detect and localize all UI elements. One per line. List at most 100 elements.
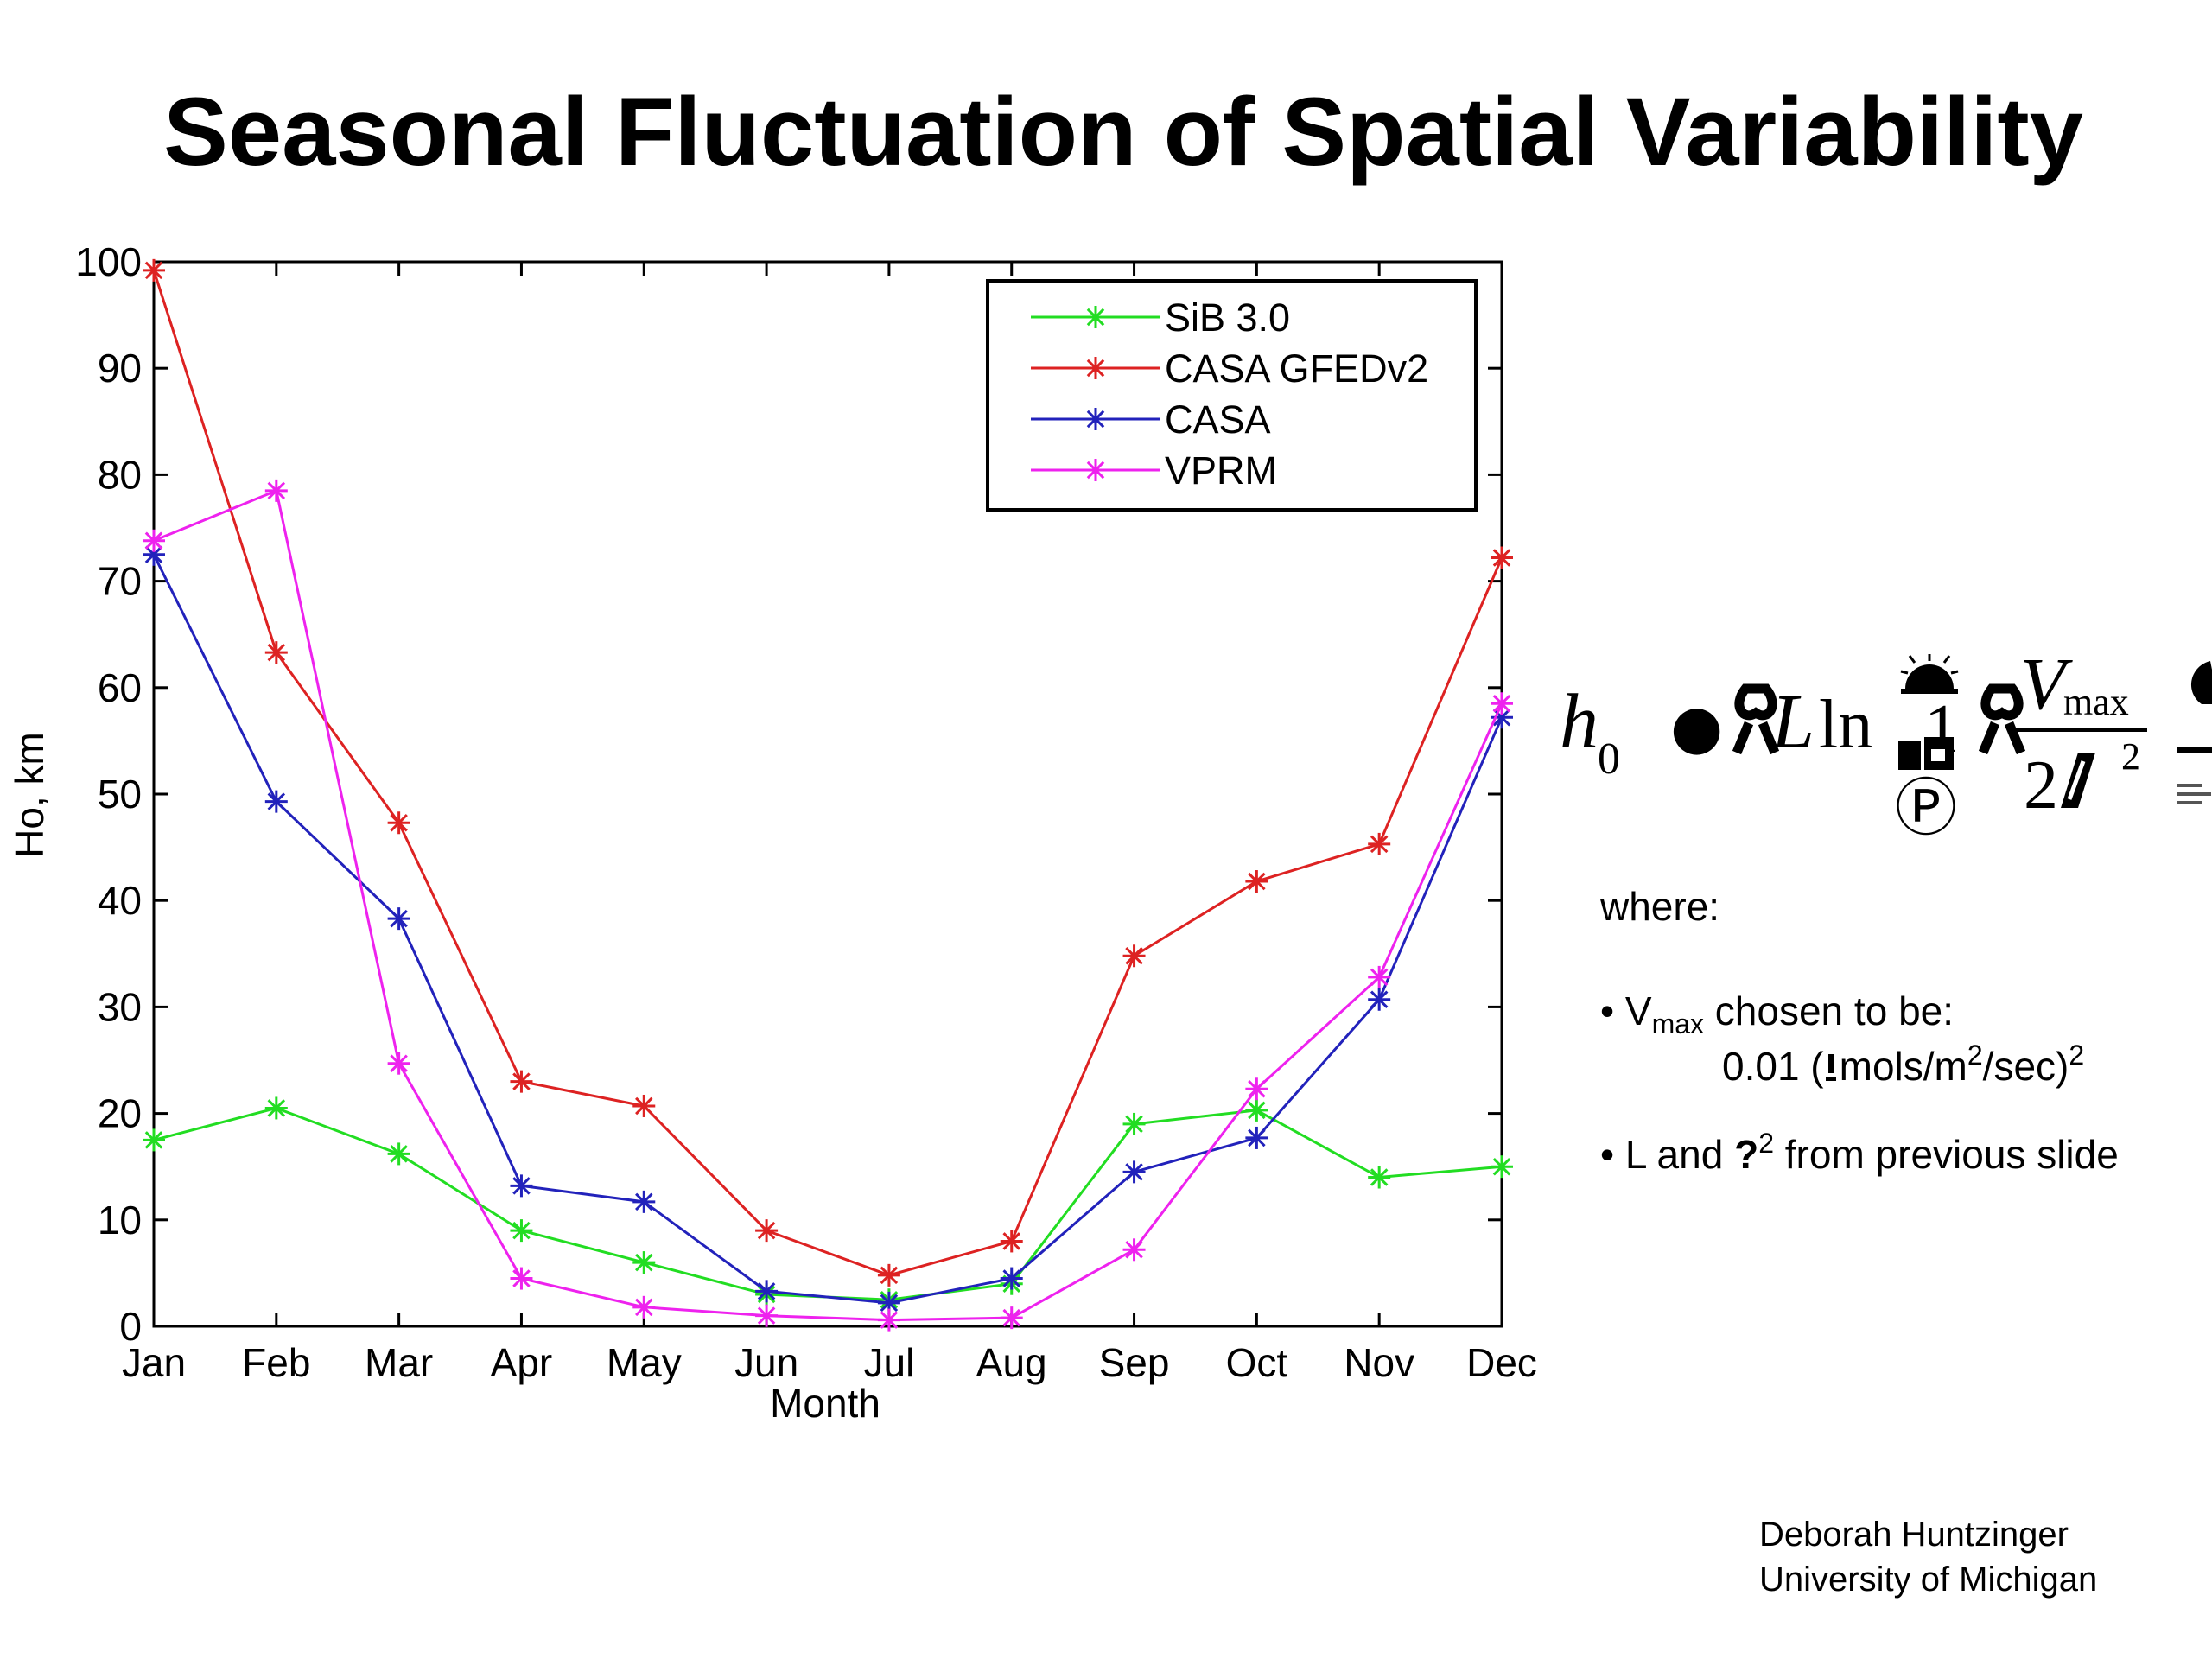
l-bullet-suffix: from previous slide	[1773, 1132, 2119, 1177]
legend-label: CASA GFEDv2	[1165, 346, 1428, 391]
data-point-marker	[267, 1099, 286, 1117]
x-tick-label: Jul	[864, 1340, 915, 1385]
series-line	[152, 270, 1503, 1277]
x-tick-label: Jun	[734, 1340, 798, 1385]
data-point-marker	[144, 531, 163, 550]
l-bullet-prefix: L and	[1624, 1132, 1735, 1177]
vmax-value-sup1: 2	[1967, 1039, 1983, 1071]
vmax-value-suffix: /sec)	[1982, 1044, 2069, 1089]
data-point-marker	[144, 261, 163, 280]
data-point-marker	[1370, 835, 1389, 854]
data-point-marker	[757, 1282, 776, 1300]
vmax-value-sup2: 2	[2069, 1039, 2085, 1071]
ribbon-icon	[1732, 683, 1780, 755]
legend: SiB 3.0 CASA GFEDv2 CASA VPRM	[986, 279, 1478, 512]
y-tick-label: 70	[98, 559, 142, 604]
data-point-marker	[267, 792, 286, 810]
data-point-marker	[1370, 968, 1389, 987]
pencil-icon	[2061, 753, 2095, 808]
data-point-marker	[1492, 1157, 1511, 1176]
data-point-marker	[1248, 1128, 1266, 1147]
data-point-marker	[1086, 308, 1105, 327]
x-tick-label: Jan	[122, 1340, 186, 1385]
ribbon-icon	[1978, 683, 2026, 755]
series-casa	[143, 543, 1513, 1314]
y-tick-label: 20	[98, 1091, 142, 1136]
x-tick-label: May	[607, 1340, 682, 1385]
bullet-mark: •	[1600, 988, 1615, 1033]
data-point-marker	[512, 1072, 531, 1090]
x-tick-label: Oct	[1226, 1340, 1288, 1385]
data-point-marker	[267, 643, 286, 662]
sigma-glyph: ?	[1734, 1132, 1759, 1177]
circled-p-icon: Ⓟ	[1895, 772, 1957, 842]
formula-ln: ln	[1819, 687, 1872, 763]
x-tick-label: Aug	[976, 1340, 1047, 1385]
credit-name: Deborah Huntzinger	[1759, 1516, 2069, 1554]
line-chart: Ho, km Month 0 10 20 30 40 50 60 70 80 90 100 Jan Fe…	[7, 239, 1537, 1426]
formula-h: h	[1560, 679, 1599, 765]
series-vprm	[143, 479, 1513, 1332]
credit-org: University of Michigan	[1759, 1560, 2098, 1599]
data-point-marker	[757, 1221, 776, 1240]
data-point-marker	[1002, 1308, 1020, 1327]
data-point-marker	[880, 1266, 899, 1285]
slide-title: Seasonal Fluctuation of Spatial Variabil…	[163, 78, 2083, 186]
data-point-marker	[1492, 709, 1511, 727]
bullet-mark: •	[1600, 1132, 1615, 1177]
legend-label: VPRM	[1165, 448, 1277, 493]
legend-label: SiB 3.0	[1165, 296, 1290, 340]
data-point-marker	[144, 1131, 163, 1149]
data-point-marker	[880, 1311, 899, 1329]
vmax-value: 0.01 (mols/m2/sec)2	[1722, 1039, 2084, 1090]
vmax-text: chosen to be:	[1704, 988, 1955, 1033]
data-point-marker	[1002, 1232, 1020, 1250]
y-tick-label: 30	[98, 984, 142, 1029]
dash-mark	[2177, 747, 2212, 753]
data-point-marker	[1248, 1101, 1266, 1120]
data-point-marker	[1492, 695, 1511, 713]
vmax-value-units: mols/m	[1839, 1044, 1967, 1089]
data-point-marker	[880, 1294, 899, 1313]
y-tick-label: 100	[75, 239, 142, 284]
bell-icon	[1900, 654, 1959, 694]
l-bullet: • L and ?2 from previous slide	[1600, 1128, 2119, 1178]
data-point-marker	[1125, 947, 1143, 965]
data-point-marker	[1125, 1163, 1143, 1181]
x-tick-label: Nov	[1344, 1340, 1414, 1385]
data-point-marker	[635, 1298, 653, 1317]
series-line	[152, 554, 1503, 1305]
data-point-marker	[1370, 1168, 1389, 1186]
data-point-marker	[635, 1253, 653, 1272]
vmax-v: V	[1624, 988, 1652, 1033]
legend-box	[986, 279, 1478, 512]
y-tick-label: 50	[98, 772, 142, 817]
formula-exponent: 2	[2121, 735, 2140, 778]
data-point-marker	[1125, 1241, 1143, 1259]
y-tick-label: 80	[98, 452, 142, 497]
data-point-marker	[635, 1096, 653, 1116]
series-line	[153, 1106, 1503, 1301]
wind-icon	[2177, 784, 2211, 804]
formula-V: V	[2020, 642, 2073, 725]
formula-bullet: ●	[1670, 691, 1723, 762]
x-tick-label: Feb	[242, 1340, 310, 1385]
legend-label: CASA	[1165, 397, 1271, 442]
x-tick-label: Dec	[1466, 1340, 1537, 1385]
l-bullet-sup: 2	[1758, 1128, 1774, 1159]
vmax-subscript: max	[1651, 1008, 1705, 1039]
data-point-marker	[635, 1192, 653, 1211]
y-axis-label: Ho, km	[7, 732, 52, 858]
series-line	[153, 488, 1503, 1322]
formula-h-subscript: 0	[1598, 734, 1620, 784]
data-point-marker	[1248, 872, 1266, 891]
data-point-marker	[512, 1221, 531, 1240]
formula-V-subscript: max	[2063, 681, 2129, 723]
data-point-marker	[1370, 990, 1389, 1009]
data-point-marker	[1248, 1080, 1266, 1098]
data-point-marker	[390, 814, 408, 832]
data-point-marker	[1086, 410, 1105, 429]
formula-two: 2	[2024, 747, 2058, 823]
data-point-marker	[390, 1145, 408, 1163]
y-tick-label: 90	[98, 346, 142, 391]
